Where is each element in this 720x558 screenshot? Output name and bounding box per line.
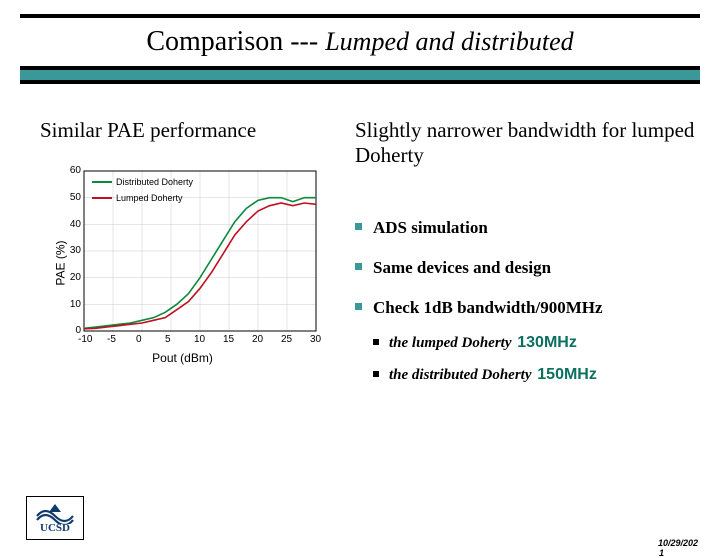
sub-bullet-lumped-mhz: 130MHz xyxy=(517,334,577,351)
bullet-ads: ADS simulation xyxy=(355,218,705,238)
bullet-list: ADS simulation Same devices and design C… xyxy=(355,218,705,384)
sub-bullet-lumped-text: the lumped Doherty xyxy=(389,335,515,351)
title-suffix: Lumped and distributed xyxy=(325,27,573,56)
sub-bullet-distributed-mhz: 150MHz xyxy=(537,366,597,383)
ucsd-logo-icon xyxy=(35,502,75,524)
bullet-devices: Same devices and design xyxy=(355,258,705,278)
bullet-bandwidth: Check 1dB bandwidth/900MHz xyxy=(355,298,705,318)
left-column: Similar PAE performance PAE (%) Pout (dB… xyxy=(0,118,345,398)
right-column: Slightly narrower bandwidth for lumped D… xyxy=(345,118,705,398)
pae-chart: PAE (%) Pout (dBm) Distributed Doherty L… xyxy=(40,163,325,363)
y-axis-label: PAE (%) xyxy=(54,241,68,286)
x-axis-label: Pout (dBm) xyxy=(152,351,213,365)
chart-legend: Distributed Doherty Lumped Doherty xyxy=(92,177,193,209)
mid-thick-rule-bottom xyxy=(20,80,700,84)
sub-bullet-distributed: the distributed Doherty 150MHz xyxy=(355,366,705,384)
slide-title: Comparison --- Lumped and distributed xyxy=(0,18,720,66)
ucsd-logo-text: UCSD xyxy=(40,522,70,534)
legend-label-dist: Distributed Doherty xyxy=(116,177,193,187)
content-row: Similar PAE performance PAE (%) Pout (dB… xyxy=(0,118,720,398)
footer-page: 1 xyxy=(659,548,664,558)
legend-label-lump: Lumped Doherty xyxy=(116,193,183,203)
title-prefix: Comparison --- xyxy=(146,26,325,57)
sub-bullet-distributed-text: the distributed Doherty xyxy=(389,367,535,383)
sub-bullet-list: the lumped Doherty 130MHz the distribute… xyxy=(355,334,705,384)
legend-swatch-dist xyxy=(92,181,112,183)
right-subhead: Slightly narrower bandwidth for lumped D… xyxy=(355,118,705,168)
left-subhead: Similar PAE performance xyxy=(40,118,345,143)
sub-bullet-lumped: the lumped Doherty 130MHz xyxy=(355,334,705,352)
teal-rule xyxy=(20,70,700,80)
legend-swatch-lump xyxy=(92,197,112,199)
ucsd-logo: UCSD xyxy=(26,496,84,540)
